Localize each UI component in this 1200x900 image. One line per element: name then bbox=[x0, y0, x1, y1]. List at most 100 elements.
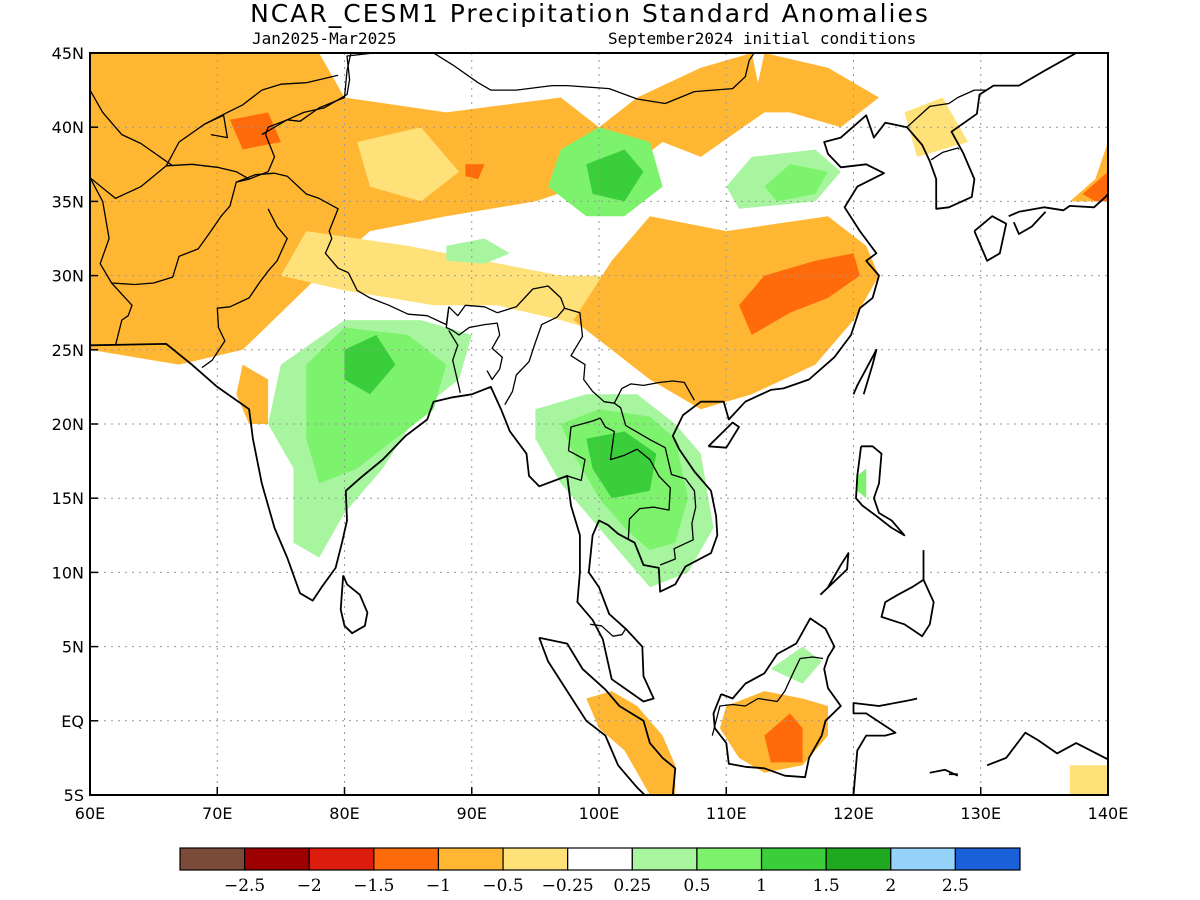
region-tarim-yellow bbox=[357, 127, 459, 202]
lat-tick-label: 35N bbox=[52, 192, 84, 211]
country-border bbox=[930, 147, 960, 161]
country-border bbox=[236, 172, 349, 274]
colorbar-swatch bbox=[244, 847, 310, 871]
lon-tick-label: 140E bbox=[1088, 804, 1129, 823]
country-border bbox=[445, 306, 501, 336]
region-india-west-dry bbox=[236, 364, 269, 424]
gridline-layer bbox=[90, 53, 1108, 795]
lon-tick-label: 60E bbox=[75, 804, 105, 823]
region-japan-red bbox=[1082, 171, 1108, 202]
country-border bbox=[111, 282, 133, 346]
region-tibet-green bbox=[446, 238, 510, 264]
country-border bbox=[433, 53, 755, 105]
colorbar-swatch bbox=[567, 847, 633, 871]
colorbar-swatch bbox=[696, 847, 763, 871]
country-border bbox=[486, 334, 503, 381]
colorbar-swatch bbox=[760, 847, 827, 871]
colorbar-label: −1.5 bbox=[353, 876, 394, 896]
coastline bbox=[1012, 211, 1047, 235]
lon-tick-label: 100E bbox=[579, 804, 620, 823]
country-border bbox=[613, 402, 697, 566]
country-border bbox=[165, 74, 339, 167]
country-border bbox=[347, 272, 450, 326]
colorbar-label: 2 bbox=[885, 876, 896, 896]
country-border bbox=[448, 330, 461, 393]
lat-tick-label: 15N bbox=[52, 489, 84, 508]
colorbar-label: 1.5 bbox=[813, 876, 840, 896]
coastline bbox=[880, 550, 935, 638]
lat-tick-label: 10N bbox=[52, 563, 84, 582]
subtitle-period: Jan2025-Mar2025 bbox=[252, 29, 397, 48]
country-border bbox=[204, 114, 229, 139]
coastline bbox=[855, 445, 906, 537]
coastline bbox=[852, 348, 878, 395]
colorbar-label: −1 bbox=[426, 876, 451, 896]
lat-tick-label: 30N bbox=[52, 267, 84, 286]
region-mongolia-green-dark bbox=[586, 149, 644, 202]
country-border bbox=[711, 656, 824, 736]
country-border bbox=[201, 208, 288, 369]
region-qinghai-red bbox=[465, 164, 485, 180]
country-border bbox=[90, 89, 174, 167]
region-tibet-band bbox=[280, 231, 638, 335]
lat-tick-label: 20N bbox=[52, 415, 84, 434]
coastline bbox=[852, 697, 918, 795]
coastline bbox=[986, 731, 1108, 767]
lon-tick-label: 120E bbox=[833, 804, 874, 823]
coastline-layer bbox=[90, 53, 1108, 795]
country-border bbox=[590, 623, 627, 637]
colorbar-label: 2.5 bbox=[942, 876, 969, 896]
region-nne-china-dry bbox=[751, 53, 879, 128]
lat-tick-label: EQ bbox=[61, 712, 84, 731]
region-east-china-red bbox=[739, 253, 860, 335]
colorbar-label: −0.5 bbox=[482, 876, 523, 896]
region-sumatra-dry bbox=[586, 691, 676, 795]
country-border bbox=[90, 53, 352, 200]
coastline bbox=[669, 794, 671, 795]
region-india-green bbox=[306, 327, 447, 484]
coastline bbox=[819, 552, 850, 596]
lon-tick-label: 80E bbox=[329, 804, 359, 823]
country-border bbox=[906, 89, 988, 128]
lon-tick-label: 90E bbox=[457, 804, 487, 823]
coastline bbox=[707, 421, 740, 449]
lat-tick-label: 25N bbox=[52, 341, 84, 360]
coastline bbox=[1008, 193, 1108, 218]
lat-tick-label: 45N bbox=[52, 44, 84, 63]
country-border bbox=[448, 304, 498, 317]
country-border bbox=[599, 417, 671, 540]
lon-tick-label: 70E bbox=[202, 804, 232, 823]
map-area bbox=[90, 53, 1108, 795]
colorbar-swatch bbox=[373, 847, 440, 871]
lat-tick-label: 5S bbox=[64, 786, 84, 805]
colorbar-label: 0.5 bbox=[683, 876, 710, 896]
country-border bbox=[564, 307, 695, 404]
colorbar-swatch bbox=[308, 847, 375, 871]
country-border bbox=[497, 285, 566, 406]
region-newguinea-dry bbox=[1069, 765, 1108, 795]
colorbar: −2.5 −2 −1.5 −1 −0.5 −0.25 0.25 0.5 1 1.5 2 2.5 bbox=[179, 847, 1021, 896]
lat-tick-label: 5N bbox=[62, 638, 84, 657]
region-sea-green-dark bbox=[586, 431, 657, 499]
region-north-china-green-mid bbox=[764, 164, 828, 202]
lat-tick-label: 40N bbox=[52, 118, 84, 137]
colorbar-label: −2.5 bbox=[224, 876, 265, 896]
colorbar-label: −2 bbox=[297, 876, 322, 896]
colorbar-swatch bbox=[890, 847, 956, 871]
axis-ticks: 60E 70E 80E 90E 100E 110E 120E 130E 140E 45N 40N 35… bbox=[52, 44, 1129, 823]
coastline bbox=[90, 53, 1108, 703]
lon-tick-label: 110E bbox=[706, 804, 747, 823]
colorbar-swatch bbox=[825, 847, 892, 871]
colorbar-label: 0.25 bbox=[613, 876, 651, 896]
colorbar-swatch bbox=[502, 847, 569, 871]
subtitle-init: September2024 initial conditions bbox=[608, 29, 916, 48]
colorbar-label: 1 bbox=[756, 876, 767, 896]
coastline bbox=[539, 636, 677, 795]
colorbar-swatch bbox=[179, 847, 246, 871]
region-borneo-red bbox=[764, 713, 803, 763]
coastline bbox=[973, 215, 1008, 262]
colorbar-swatch bbox=[631, 847, 698, 871]
chart-title: NCAR_CESM1 Precipitation Standard Anomal… bbox=[250, 0, 930, 28]
country-border bbox=[567, 417, 601, 482]
